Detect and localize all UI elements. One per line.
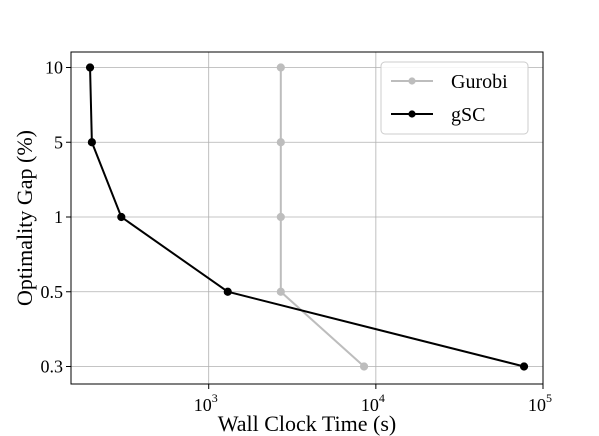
x-axis-label: Wall Clock Time (s) — [218, 411, 397, 436]
data-point — [85, 63, 95, 72]
data-point — [276, 287, 285, 296]
data-point — [223, 287, 232, 296]
legend-marker — [408, 110, 416, 118]
x-tick-label: 103 — [194, 391, 218, 415]
legend-label: gSC — [451, 104, 485, 126]
grid — [71, 52, 543, 384]
legend-item: gSC — [391, 104, 485, 126]
series-gsc — [85, 63, 529, 371]
x-tick-label: 104 — [361, 391, 385, 415]
data-point — [519, 362, 529, 371]
y-axis-label: Optimality Gap (%) — [12, 130, 37, 306]
y-tick-label: 1 — [54, 207, 63, 227]
data-point — [276, 138, 285, 147]
x-tick-label: 105 — [528, 391, 552, 415]
legend: Gurobi gSC — [380, 61, 529, 135]
series-layer — [85, 63, 529, 371]
y-tick-label: 10 — [45, 58, 63, 78]
y-tick-label: 5 — [54, 132, 63, 152]
y-tick-label: 0.5 — [41, 282, 64, 302]
legend-item: Gurobi — [391, 71, 508, 93]
data-point — [276, 212, 285, 222]
y-tick-label: 0.3 — [41, 357, 64, 377]
legend-marker — [408, 77, 416, 85]
data-point — [276, 63, 285, 72]
data-point — [87, 138, 96, 147]
data-point — [359, 362, 369, 371]
legend-label: Gurobi — [451, 71, 508, 93]
series-gurobi — [276, 63, 369, 371]
data-point — [117, 212, 126, 222]
plot-frame — [70, 51, 544, 385]
